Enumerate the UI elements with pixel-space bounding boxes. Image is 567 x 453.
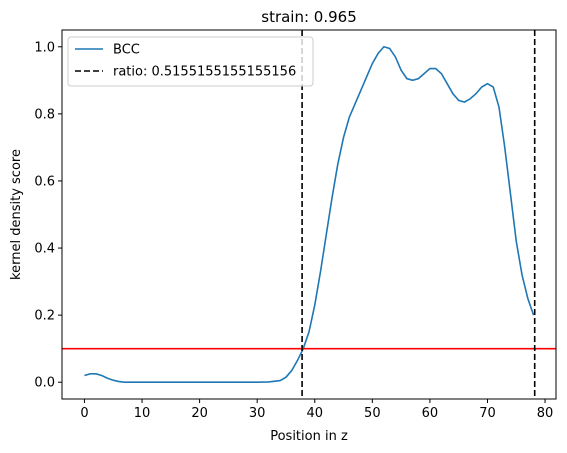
series-line-bcc <box>84 45 535 384</box>
legend: BCC ratio: 0.5155155155155156 <box>67 36 314 87</box>
legend-label-ratio: ratio: 0.5155155155155156 <box>113 65 296 80</box>
x-tick-label-20: 20 <box>191 406 208 421</box>
x-tick-label-60: 60 <box>422 406 439 421</box>
x-tick-label-40: 40 <box>306 406 323 421</box>
y-tick-label-5: 1.0 <box>34 40 55 55</box>
y-tick-label-1: 0.2 <box>34 309 55 324</box>
x-tick-label-30: 30 <box>249 406 266 421</box>
x-tick-label-50: 50 <box>364 406 381 421</box>
legend-label-bcc: BCC <box>113 43 140 58</box>
axis-ticks: 0 10 20 30 40 50 60 70 80 0.0 0.2 0.4 0.6 0.8 1.0 <box>34 40 553 421</box>
x-tick-label-10: 10 <box>134 406 151 421</box>
y-tick-label-3: 0.6 <box>34 174 55 189</box>
axes-frame <box>61 29 557 400</box>
x-tick-label-0: 0 <box>80 406 88 421</box>
x-tick-label-80: 80 <box>537 406 554 421</box>
plot-area <box>62 30 556 399</box>
y-tick-label-0: 0.0 <box>34 376 55 391</box>
y-tick-label-2: 0.4 <box>34 242 55 257</box>
x-tick-label-70: 70 <box>479 406 496 421</box>
legend-box <box>67 36 314 87</box>
chart-title: strain: 0.965 <box>261 8 357 26</box>
x-axis-label: Position in z <box>270 429 348 444</box>
y-axis-label: kernel density score <box>9 149 24 280</box>
y-tick-label-4: 0.8 <box>34 107 55 122</box>
